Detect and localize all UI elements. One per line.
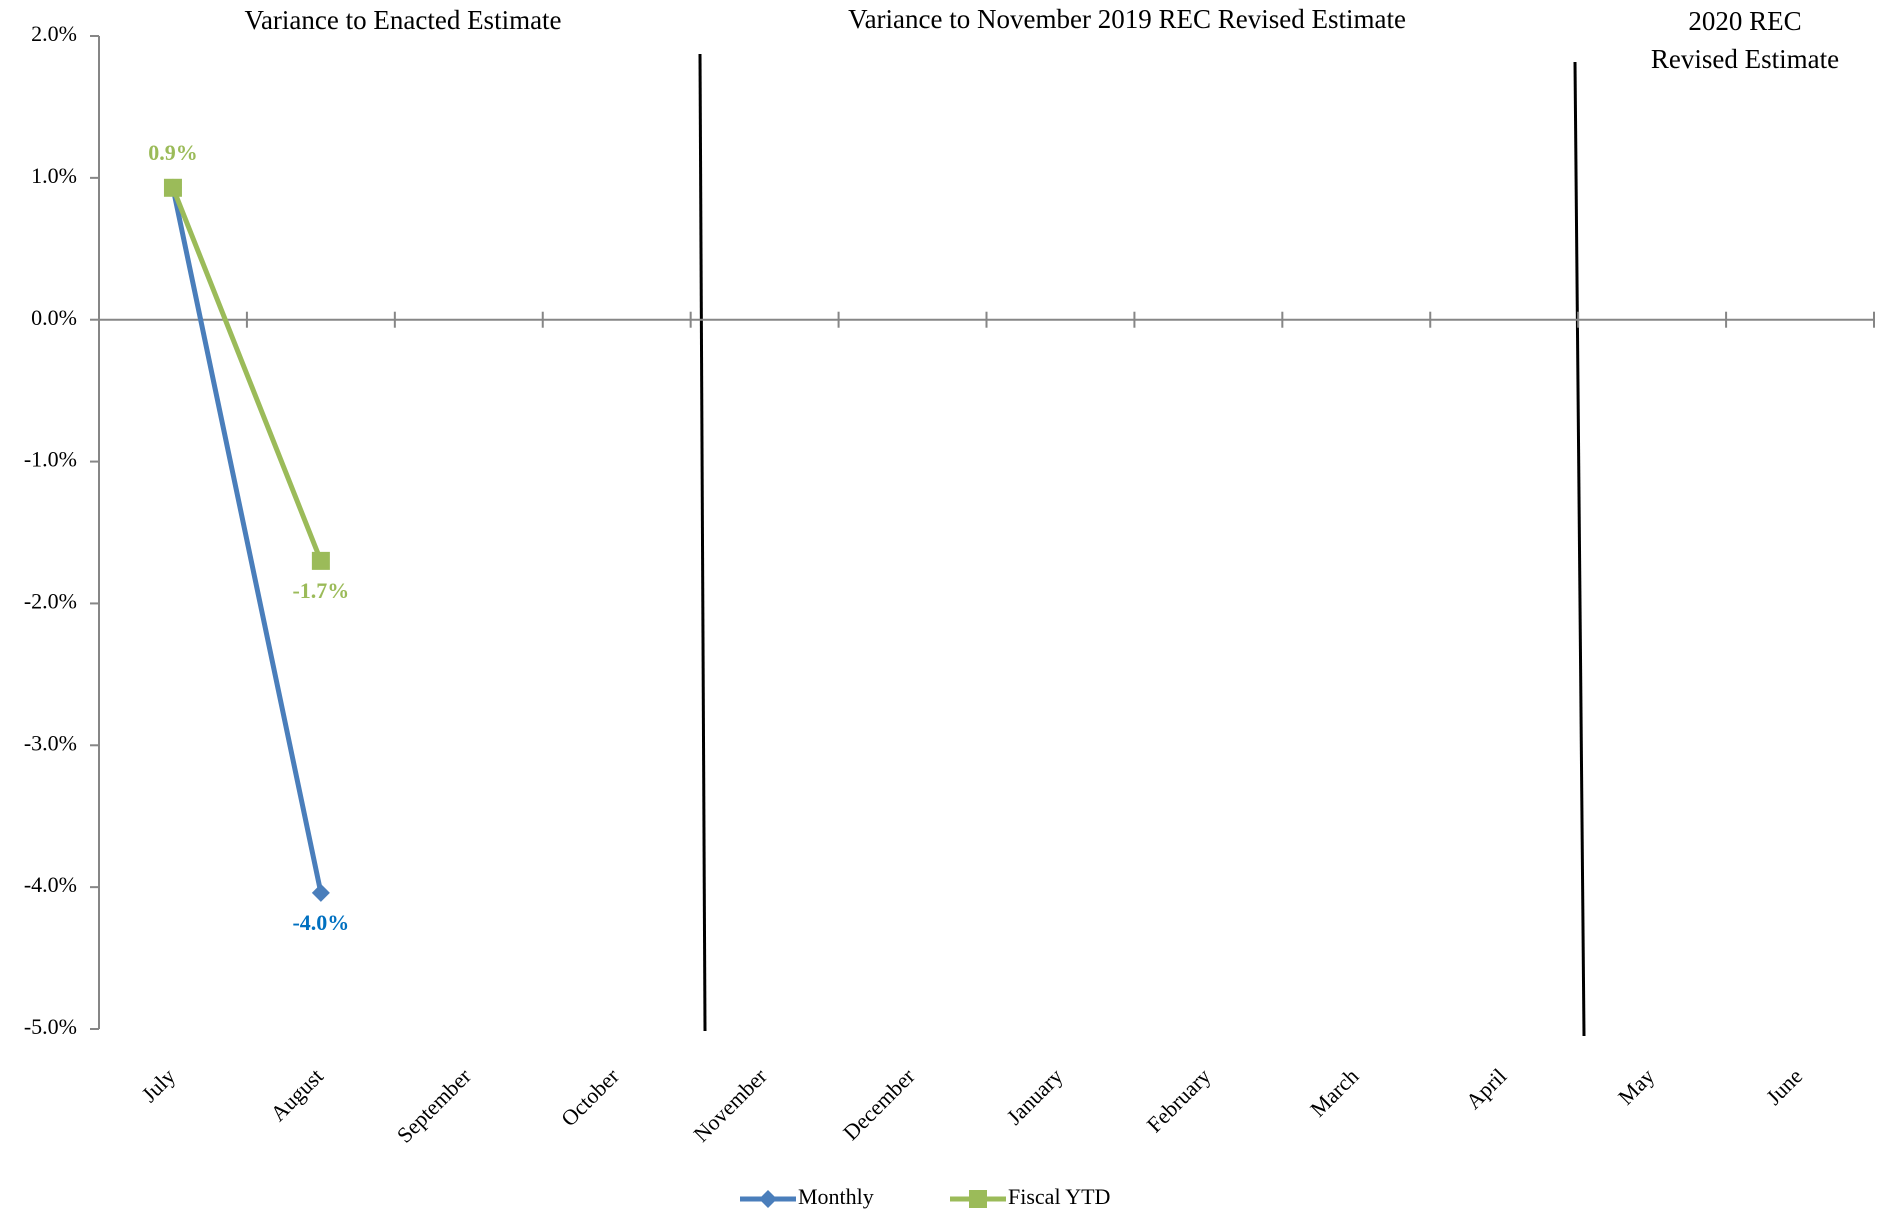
y-tick-label: -3.0% bbox=[24, 730, 77, 755]
x-tick-label: February bbox=[1142, 1063, 1216, 1137]
data-point bbox=[311, 883, 330, 902]
section-title: 2020 REC bbox=[1688, 6, 1801, 36]
divider bbox=[1573, 61, 1586, 1037]
data-point bbox=[311, 551, 330, 570]
x-tick-label: November bbox=[688, 1063, 772, 1147]
data-label: -1.7% bbox=[292, 578, 349, 603]
data-point bbox=[163, 178, 182, 197]
y-tick-label: -1.0% bbox=[24, 447, 77, 472]
y-tick-label: 1.0% bbox=[31, 163, 77, 188]
y-tick-label: -5.0% bbox=[24, 1014, 77, 1039]
series-line bbox=[170, 186, 324, 562]
section-title: Variance to Enacted Estimate bbox=[244, 5, 561, 35]
y-tick-label: -2.0% bbox=[24, 588, 77, 613]
x-tick-label: May bbox=[1613, 1063, 1659, 1109]
y-tick-label: -4.0% bbox=[24, 872, 77, 897]
x-tick-label: June bbox=[1761, 1063, 1807, 1109]
legend-marker bbox=[759, 1190, 777, 1208]
x-tick-label: October bbox=[556, 1063, 624, 1131]
series-line bbox=[170, 187, 324, 894]
x-tick-label: March bbox=[1305, 1063, 1363, 1121]
section-title: Revised Estimate bbox=[1651, 44, 1839, 74]
y-tick-label: 2.0% bbox=[31, 21, 77, 46]
legend-label: Fiscal YTD bbox=[1008, 1184, 1110, 1209]
divider bbox=[698, 53, 707, 1032]
x-tick-label: July bbox=[136, 1063, 180, 1107]
legend-label: Monthly bbox=[798, 1184, 874, 1209]
data-label: -4.0% bbox=[292, 910, 349, 935]
x-tick-label: September bbox=[392, 1063, 477, 1148]
legend-marker bbox=[969, 1190, 987, 1208]
section-title: Variance to November 2019 REC Revised Es… bbox=[848, 4, 1406, 34]
data-label: 0.9% bbox=[148, 140, 198, 165]
x-tick-label: December bbox=[838, 1063, 920, 1145]
y-tick-label: 0.0% bbox=[31, 305, 77, 330]
x-tick-label: January bbox=[1002, 1063, 1068, 1129]
x-tick-label: April bbox=[1461, 1063, 1512, 1114]
x-tick-label: August bbox=[265, 1063, 328, 1126]
